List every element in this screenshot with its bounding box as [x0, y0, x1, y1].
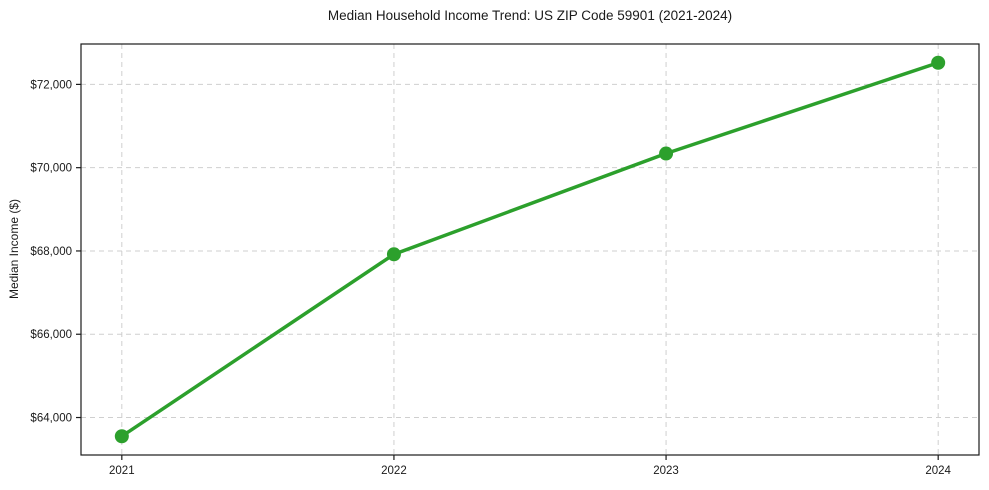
- x-tick-label: 2023: [653, 465, 679, 477]
- series-line: [120, 60, 940, 439]
- chart-title: Median Household Income Trend: US ZIP Co…: [327, 8, 733, 23]
- data-point: [114, 429, 129, 444]
- y-tick-label: $72,000: [30, 79, 72, 91]
- x-tick-label: 2021: [109, 465, 135, 477]
- data-point: [659, 146, 674, 161]
- y-tick-label: $70,000: [30, 163, 72, 175]
- y-tick-label: $68,000: [30, 246, 72, 258]
- data-point: [386, 247, 401, 262]
- y-tick-label: $66,000: [30, 329, 72, 341]
- x-tick-label: 2024: [925, 465, 951, 477]
- x-tick-label: 2022: [381, 465, 407, 477]
- plot-frame: [80, 43, 980, 456]
- data-point: [931, 55, 946, 70]
- y-tick-label: $64,000: [30, 413, 72, 425]
